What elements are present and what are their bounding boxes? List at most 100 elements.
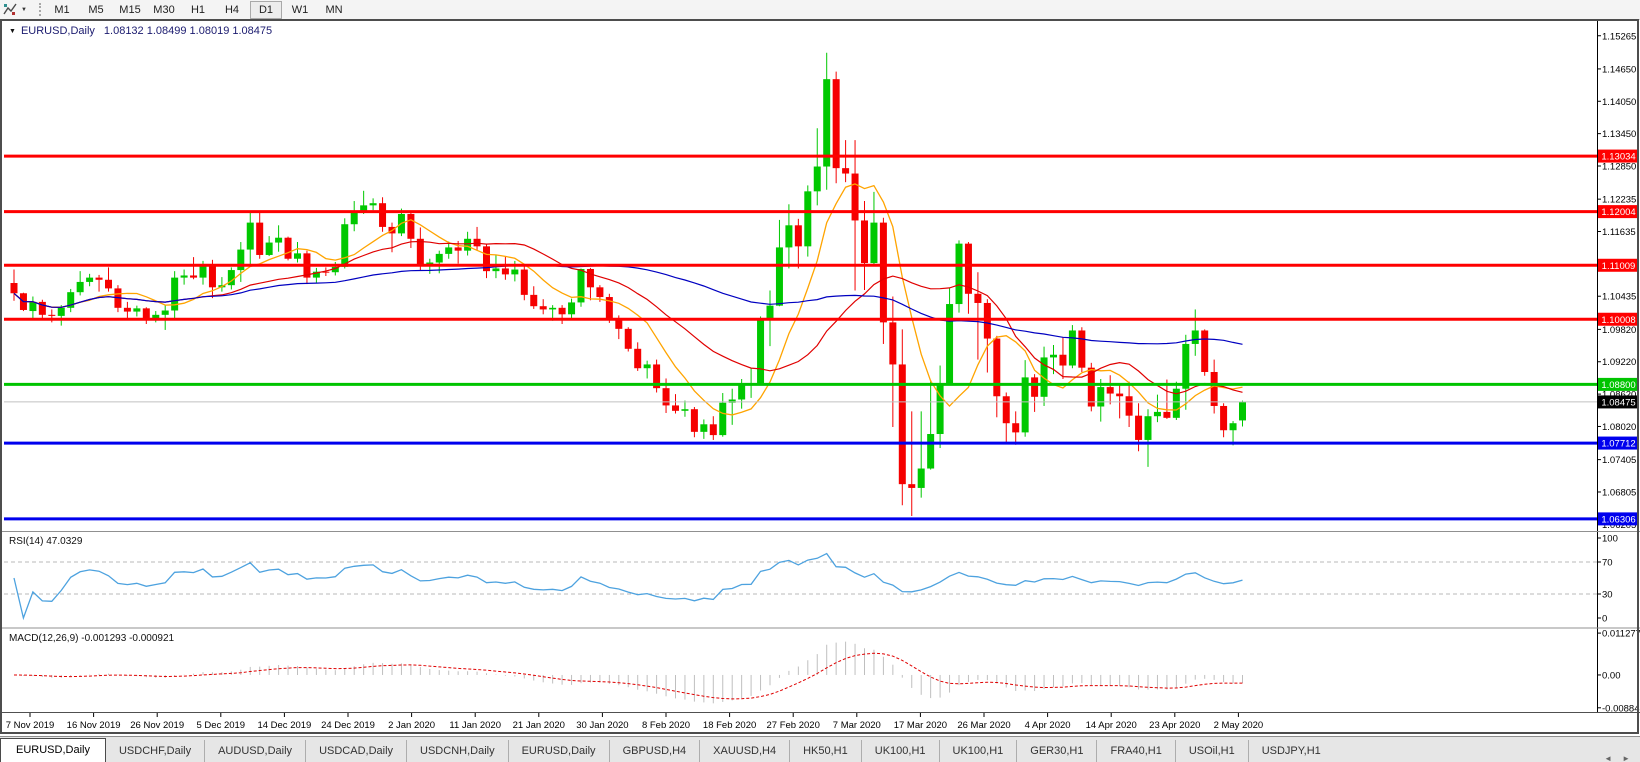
price-axis-label: 1.14050 — [1602, 97, 1636, 108]
candle-bearish — [105, 279, 112, 289]
price-level-badge — [1598, 377, 1639, 391]
candle-bearish — [520, 269, 528, 295]
symbol-tab[interactable]: USDCAD,Daily — [305, 740, 406, 762]
symbol-tab[interactable]: UK100,H1 — [860, 740, 939, 762]
timeframe-button-w1[interactable]: W1 — [291, 3, 309, 16]
symbol-tab[interactable]: HK50,H1 — [789, 740, 861, 762]
symbol-tab[interactable]: AUDUSD,Daily — [204, 740, 305, 762]
candle-bullish — [464, 238, 472, 251]
tab-scroll-left-icon[interactable]: ◄ — [1604, 754, 1613, 762]
candle-bullish — [738, 384, 746, 400]
tab-scroll-right-icon[interactable]: ► — [1622, 754, 1630, 762]
date-axis-label: 8 Feb 2020 — [642, 720, 690, 731]
timeframe-button-d1[interactable]: D1 — [250, 0, 282, 19]
symbol-tab[interactable]: USDCHF,Daily — [118, 745, 192, 757]
symbol-tab[interactable]: XAUUSD,H4 — [699, 740, 789, 762]
price-axis-label: 1.06805 — [1602, 487, 1636, 498]
candle-bullish — [1040, 357, 1048, 397]
date-axis-label: 26 Nov 2019 — [130, 720, 184, 731]
date-axis-label: 5 Dec 2019 — [197, 720, 246, 731]
timeframe-button-mn[interactable]: MN — [325, 3, 343, 16]
symbol-tab[interactable]: USDCNH,Daily — [406, 740, 508, 762]
rsi-line — [13, 552, 1243, 621]
price-level-badge-text: 1.06306 — [1601, 514, 1635, 525]
candle-bullish — [1182, 343, 1190, 389]
tab-bar-tabs: EURUSD,Daily USDCHF,Daily AUDUSD,Daily USDC… — [0, 737, 1334, 762]
symbol-tab[interactable]: FRA40,H1 — [1096, 740, 1174, 762]
date-axis-label: 2 May 2020 — [1214, 720, 1264, 731]
price-axis-label: 1.12850 — [1602, 161, 1636, 172]
price-level-badge-text: 1.13034 — [1601, 152, 1635, 163]
symbol-tab[interactable]: GBPUSD,H4 — [608, 740, 700, 762]
date-axis-label: 26 Mar 2020 — [957, 720, 1010, 731]
candle-bearish — [407, 213, 415, 239]
candle-bullish — [227, 270, 235, 286]
price-level-badge-text: 1.12004 — [1601, 207, 1635, 218]
candle-bullish — [152, 314, 160, 320]
timeframe-button-m15[interactable]: M15 — [119, 3, 141, 16]
macd-pane[interactable] — [4, 629, 1597, 712]
candle-bearish — [1116, 393, 1124, 397]
price-axis-label: 1.08020 — [1602, 422, 1636, 433]
symbol-dropdown-icon[interactable]: ▼ — [9, 28, 16, 35]
candle-bearish — [851, 173, 859, 221]
candle-bearish — [615, 319, 623, 329]
timeframe-button-h1[interactable]: H1 — [190, 3, 206, 16]
candle-bearish — [889, 322, 897, 365]
candle-bearish — [983, 302, 991, 339]
candle-bearish — [379, 203, 387, 227]
moving-average-line-8 — [13, 183, 1243, 416]
price-level-badge — [1598, 312, 1639, 326]
candle-bullish — [350, 212, 358, 225]
timeframe-button-m30[interactable]: M30 — [153, 3, 175, 16]
price-axis-label: 1.12235 — [1602, 195, 1636, 206]
candle-bullish — [294, 253, 301, 259]
candle-bearish — [501, 268, 509, 275]
candle-bearish — [624, 328, 632, 349]
rsi-axis-label: 70 — [1602, 558, 1613, 569]
candle-bullish — [813, 166, 821, 192]
candle-bearish — [879, 222, 887, 323]
price-axis-label: 1.14650 — [1602, 64, 1636, 75]
candle-bullish — [29, 301, 37, 312]
rsi-pane[interactable] — [4, 533, 1597, 626]
candle-bearish — [256, 222, 264, 255]
symbol-tab[interactable]: EURUSD,Daily — [507, 740, 609, 762]
toolbar-grip[interactable] — [39, 3, 41, 16]
candle-bullish — [445, 247, 453, 254]
timeframe-buttons: M1 M5 M15 M30 H1 H4 D1 W1 MN — [45, 0, 351, 19]
timeframe-button-m1[interactable]: M1 — [54, 3, 70, 16]
chart-tool-icon[interactable] — [3, 3, 17, 16]
macd-name: MACD(12,26,9) — [9, 633, 79, 644]
candle-bearish — [662, 388, 670, 406]
chart-title: ▼ EURUSD,Daily 1.08132 1.08499 1.08019 1.0… — [9, 25, 272, 37]
price-level-badge — [1598, 205, 1639, 219]
price-pane[interactable] — [4, 22, 1597, 530]
candle-bullish — [1191, 330, 1199, 344]
chart-window-border — [0, 19, 1639, 734]
candle-bullish — [1068, 330, 1076, 366]
timeframe-button-m5[interactable]: M5 — [88, 3, 104, 16]
symbol-tab[interactable]: USDJPY,H1 — [1247, 740, 1334, 762]
symbol-tab[interactable]: GER30,H1 — [1016, 740, 1096, 762]
candle-bullish — [492, 268, 500, 272]
symbol-tab-active[interactable]: EURUSD,Daily — [0, 738, 106, 762]
rsi-axis-label: 30 — [1602, 590, 1613, 601]
candle-bearish — [473, 238, 481, 247]
timeframe-button-h4[interactable]: H4 — [224, 3, 240, 16]
chart-tool-caret-icon[interactable]: ▼ — [21, 6, 27, 13]
symbol-tab[interactable]: USOil,H1 — [1174, 740, 1248, 762]
candle-bearish — [605, 297, 613, 320]
candle-bullish — [171, 277, 179, 311]
candle-bullish — [1153, 411, 1161, 417]
candle-bullish — [86, 277, 94, 282]
candle-bearish — [794, 225, 802, 247]
candle-bearish — [1125, 396, 1133, 416]
price-level-badge-text: 1.08800 — [1601, 380, 1635, 391]
candle-bullish — [785, 225, 793, 248]
candle-bearish — [709, 424, 717, 436]
candle-bullish — [823, 79, 831, 167]
symbol-tab[interactable]: UK100,H1 — [938, 740, 1017, 762]
candle-bearish — [38, 301, 46, 315]
